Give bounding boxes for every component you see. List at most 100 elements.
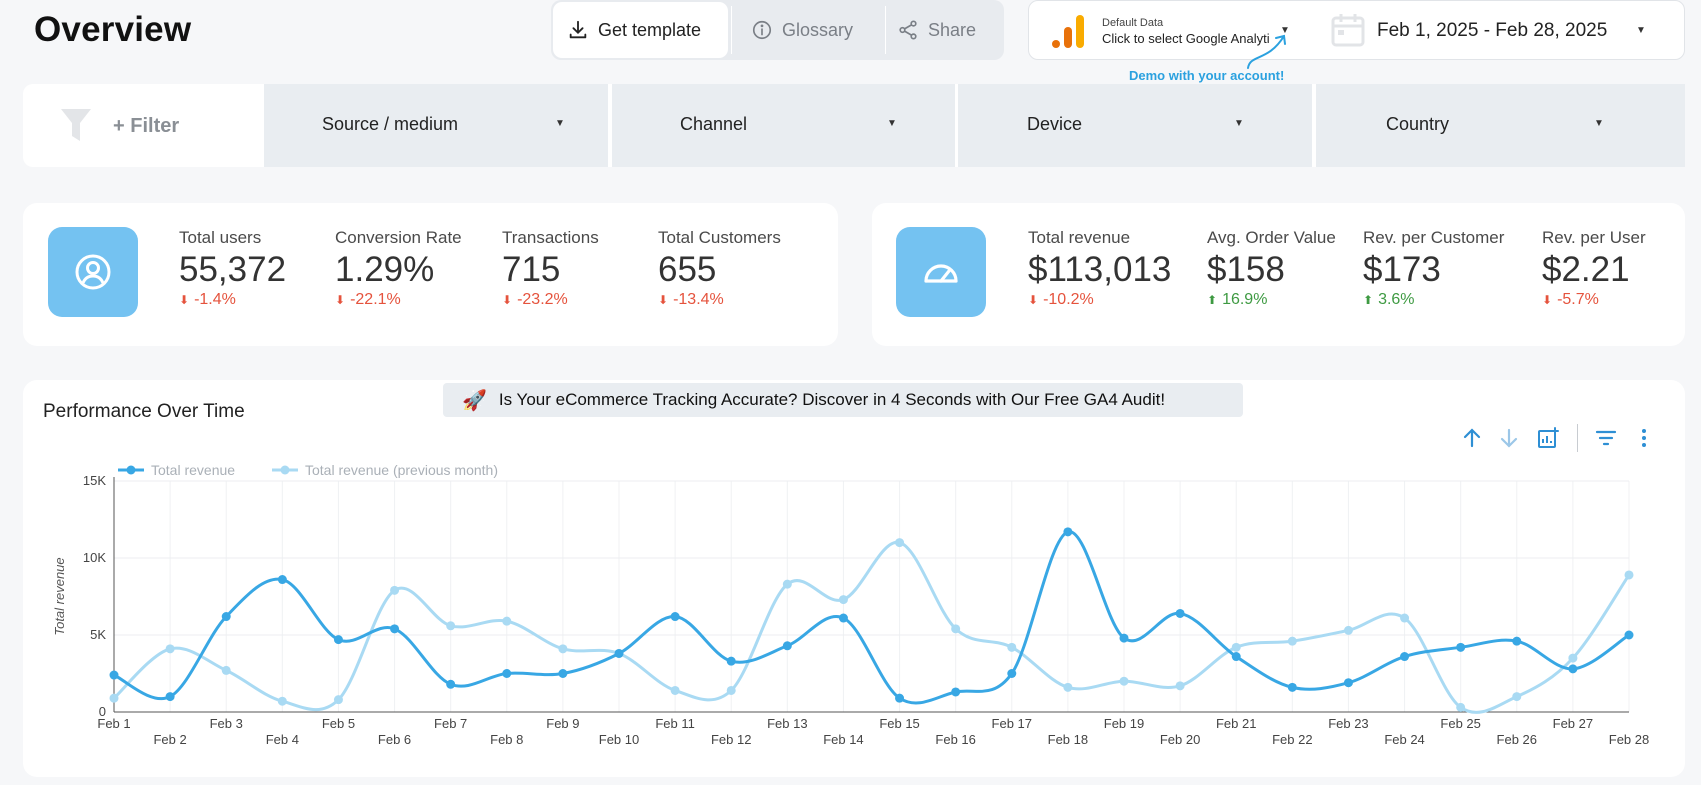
curved-arrow-icon: [1247, 34, 1286, 69]
data-point: [1624, 630, 1634, 640]
kpi-label: Total revenue: [1028, 228, 1131, 247]
kpi-delta: ⬆ 3.6%: [1363, 291, 1415, 309]
kpi-label: Avg. Order Value: [1207, 228, 1336, 247]
filter-channel[interactable]: Channel ▼: [612, 84, 955, 167]
x-tick-label: Feb 18: [1048, 732, 1088, 747]
more-vertical-icon[interactable]: [1632, 426, 1656, 450]
kpi-delta: ⬇ -13.4%: [658, 291, 724, 309]
arrow-down-icon: ⬇: [1028, 293, 1039, 307]
filter-label: Channel: [680, 114, 748, 134]
demo-with-account-text[interactable]: Demo with your account!: [1129, 68, 1285, 83]
data-point: [1624, 570, 1634, 580]
chevron-down-icon: ▼: [1594, 118, 1604, 129]
x-tick-label: Feb 2: [153, 732, 186, 747]
kpi-delta-value: -13.4%: [673, 291, 724, 308]
kpi-delta-value: 16.9%: [1222, 291, 1268, 308]
y-tick-label: 15K: [83, 473, 106, 488]
performance-chart-card: [23, 380, 1685, 777]
kpi-delta-value: -10.2%: [1043, 291, 1094, 308]
data-source-main-label[interactable]: Click to select Google Analytics: [1102, 31, 1270, 46]
add-filter-button[interactable]: + Filter: [113, 115, 180, 137]
kpi-label: Transactions: [502, 228, 599, 247]
revenue-line-chart: 0 5K 10K 15K Feb 1 Feb 2 Feb 3 Feb 4 Feb 5 Feb 6 F…: [52, 462, 1649, 747]
y-axis-label: Total revenue: [52, 557, 67, 635]
x-tick-label: Feb 3: [210, 716, 243, 731]
chart-title: Performance Over Time: [43, 401, 245, 422]
get-template-button[interactable]: Get template: [553, 2, 728, 58]
kpi-delta: ⬇ -23.2%: [502, 291, 568, 309]
filter-label: Source / medium: [322, 114, 459, 134]
kpi-delta-value: 3.6%: [1378, 291, 1415, 308]
kpi-value: $173: [1363, 250, 1441, 289]
data-point: [1456, 702, 1466, 712]
download-icon: [569, 20, 587, 39]
kpi-delta: ⬇ -1.4%: [179, 291, 236, 309]
data-point: [614, 648, 624, 658]
data-point: [951, 624, 961, 634]
data-point: [1231, 642, 1241, 652]
data-point: [1287, 636, 1297, 646]
x-tick-label: Feb 25: [1440, 716, 1480, 731]
legend-entry: Total revenue (previous month): [305, 462, 498, 478]
x-tick-label: Feb 22: [1272, 732, 1312, 747]
kpi-delta-value: -23.2%: [517, 291, 568, 308]
data-point: [670, 685, 680, 695]
toolbar-divider: [1577, 424, 1578, 452]
date-range-caret-icon[interactable]: ▼: [1636, 25, 1646, 36]
sort-ascending-icon[interactable]: [1460, 426, 1484, 450]
kpi-delta-value: -1.4%: [194, 291, 236, 308]
data-point: [838, 613, 848, 623]
y-tick-label: 0: [99, 704, 106, 719]
kpi-delta-value: -5.7%: [1557, 291, 1599, 308]
kpi-value: 1.29%: [335, 250, 435, 289]
sort-descending-icon[interactable]: [1497, 426, 1521, 450]
glossary-button[interactable]: Glossary: [737, 2, 897, 58]
x-tick-label: Feb 10: [599, 732, 639, 747]
data-point: [1231, 652, 1241, 662]
calendar-icon: [1331, 14, 1365, 47]
x-tick-label: Feb 9: [546, 716, 579, 731]
get-template-label: Get template: [598, 19, 702, 40]
kpi-value: 655: [658, 250, 717, 289]
x-tick-label: Feb 17: [992, 716, 1032, 731]
google-analytics-icon: [1052, 15, 1084, 48]
kpi-value: $2.21: [1542, 250, 1630, 289]
kpi-card-users: [23, 203, 838, 346]
arrow-down-icon: ⬇: [335, 293, 346, 307]
data-point: [1400, 652, 1410, 662]
chart-options-icon[interactable]: [1536, 426, 1560, 450]
data-point: [895, 538, 905, 548]
y-tick-label: 5K: [90, 627, 106, 642]
audit-banner-text: Is Your eCommerce Tracking Accurate? Dis…: [498, 390, 1166, 409]
data-point: [446, 621, 456, 631]
x-tick-label: Feb 20: [1160, 732, 1200, 747]
x-tick-label: Feb 13: [767, 716, 807, 731]
x-tick-label: Feb 4: [266, 732, 299, 747]
filter-source-medium[interactable]: Source / medium ▼: [264, 84, 608, 167]
x-tick-label: Feb 27: [1553, 716, 1593, 731]
filter-country[interactable]: Country ▼: [1316, 84, 1685, 167]
data-point: [109, 693, 119, 703]
kpi-value: 715: [502, 250, 561, 289]
data-point: [165, 644, 175, 654]
data-point: [558, 669, 568, 678]
ga4-audit-banner[interactable]: 🚀 Is Your eCommerce Tracking Accurate? D…: [443, 383, 1243, 417]
data-source-caret-icon[interactable]: ▼: [1280, 25, 1290, 36]
legend-swatch-dot: [126, 465, 136, 475]
data-point: [390, 624, 400, 634]
arrow-down-icon: ⬇: [502, 293, 513, 307]
x-tick-label: Feb 24: [1384, 732, 1424, 747]
data-point: [502, 616, 512, 626]
data-point: [1568, 664, 1578, 674]
data-point: [502, 669, 512, 678]
filter-device[interactable]: Device ▼: [958, 84, 1312, 167]
data-point: [1456, 642, 1466, 652]
date-range-selector[interactable]: Feb 1, 2025 - Feb 28, 2025: [1377, 20, 1608, 41]
page-title: Overview: [34, 10, 192, 49]
arrow-down-icon: ⬇: [658, 293, 669, 307]
filter-lines-icon[interactable]: [1594, 426, 1618, 450]
data-point: [558, 644, 568, 654]
share-button[interactable]: Share: [883, 2, 1002, 58]
arrow-up-icon: ⬆: [1207, 293, 1218, 307]
data-source-selector[interactable]: [1028, 0, 1685, 60]
